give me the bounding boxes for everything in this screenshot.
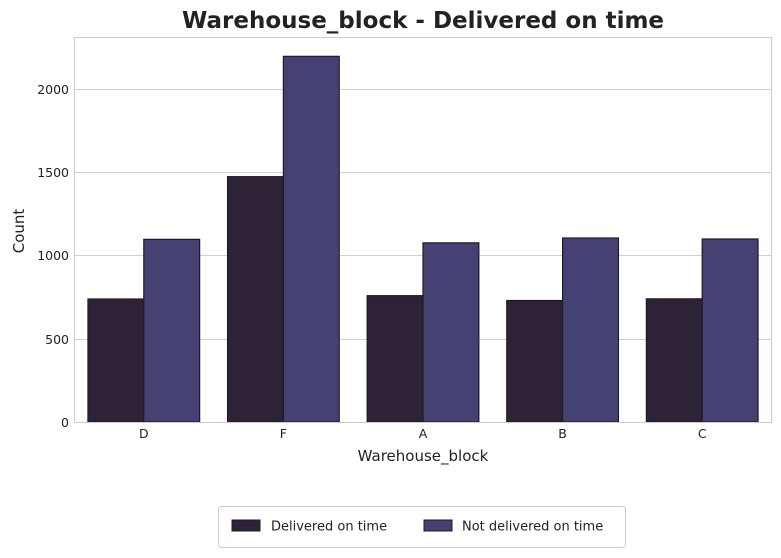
legend: Delivered on time Not delivered on time <box>218 506 626 548</box>
x-tick-label: B <box>558 426 567 441</box>
bar-C-delivered <box>645 298 703 423</box>
y-tick-labels: 0 500 1000 1500 2000 <box>37 82 69 430</box>
bar-F-delivered <box>226 176 284 423</box>
y-tick-label: 1500 <box>37 165 69 180</box>
bar-D-not-delivered <box>143 238 201 423</box>
legend-label: Delivered on time <box>271 520 387 535</box>
y-tick-label: 2000 <box>37 82 69 97</box>
bar-A-delivered <box>366 295 424 423</box>
y-tick-label: 0 <box>61 415 69 430</box>
bar-F-not-delivered <box>282 55 340 423</box>
bar-C-not-delivered <box>701 238 759 423</box>
legend-swatch <box>423 519 453 532</box>
legend-swatch <box>231 519 261 532</box>
y-tick-label: 500 <box>45 332 69 347</box>
legend-box <box>218 506 626 548</box>
plot-frame <box>74 37 772 423</box>
bars <box>87 55 759 423</box>
bar-D-delivered <box>87 298 145 423</box>
x-tick-label: D <box>139 426 149 441</box>
x-axis-label: Warehouse_block <box>358 447 489 466</box>
x-tick-label: F <box>280 426 287 441</box>
bar-B-delivered <box>506 299 564 423</box>
chart-title: Warehouse_block - Delivered on time <box>182 8 664 34</box>
legend-label: Not delivered on time <box>462 520 603 535</box>
y-axis-label: Count <box>10 209 28 254</box>
x-tick-label: A <box>419 426 428 441</box>
bar-A-not-delivered <box>422 242 480 423</box>
bar-B-not-delivered <box>561 237 620 423</box>
y-tick-label: 1000 <box>37 248 69 263</box>
x-tick-label: C <box>698 426 707 441</box>
